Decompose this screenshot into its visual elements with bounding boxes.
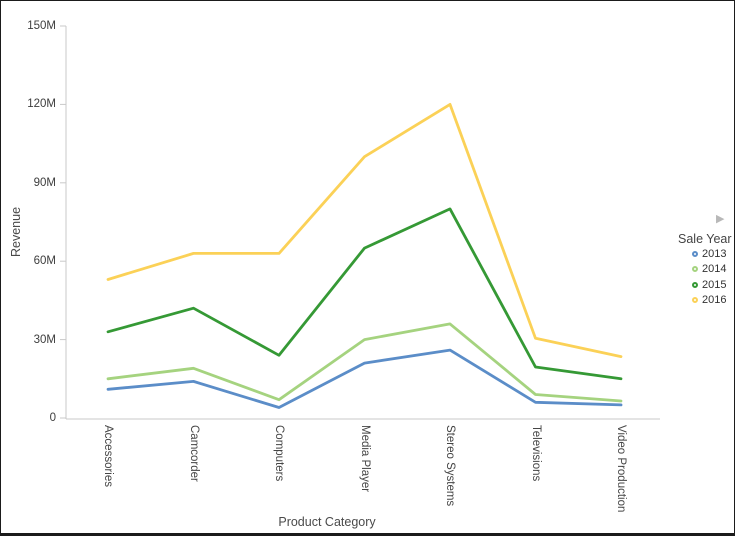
y-tick-label-60M: 60M [33, 255, 56, 268]
category-label-stereo-systems: Stereo Systems [444, 425, 456, 507]
legend-item-label: 2014 [702, 263, 727, 276]
y-tick-label-120M: 120M [27, 98, 56, 111]
y-tick-label-0: 0 [49, 412, 56, 424]
legend-item-label: 2016 [702, 294, 727, 307]
y-tick-label-150M: 150M [27, 20, 56, 32]
legend-item-2013[interactable]: 2013 [669, 246, 735, 262]
y-tick-label-90M: 90M [33, 176, 56, 189]
legend-item-label: 2015 [702, 278, 727, 291]
y-axis-title: Revenue [9, 206, 23, 257]
legend-item-2016[interactable]: 2016 [669, 293, 735, 309]
category-label-accessories: Accessories [102, 425, 114, 487]
legend-item-2015[interactable]: 2015 [669, 277, 735, 293]
series-line-2013[interactable] [106, 348, 623, 409]
series-line-2014[interactable] [106, 322, 623, 403]
legend-ring-icon-2016 [692, 297, 698, 304]
y-tick-label-30M: 30M [33, 333, 56, 346]
category-label-televisions: Televisions [529, 425, 542, 482]
legend-item-2014[interactable]: 2014 [669, 262, 735, 278]
legend-title: Sale Year [678, 232, 732, 246]
category-label-media-player: Media Player [358, 425, 371, 493]
legend-item-list: 2013 2014 2015 2016 [669, 246, 735, 308]
legend: ▶ Sale Year 2013 2014 2015 2016 [669, 205, 735, 308]
series-line-2015[interactable] [106, 207, 623, 381]
legend-scroll-right-icon[interactable]: ▶ [716, 213, 725, 225]
legend-ring-icon-2013 [692, 250, 698, 257]
category-label-computers: Computers [273, 425, 285, 482]
legend-ring-icon-2014 [692, 266, 698, 273]
category-label-camcorder: Camcorder [187, 425, 200, 482]
legend-item-label: 2013 [702, 247, 727, 260]
legend-ring-icon-2015 [692, 281, 698, 288]
category-label-video-production: Video Production [615, 425, 627, 513]
series-line-2016[interactable] [106, 103, 623, 359]
x-axis-title: Product Category [278, 515, 376, 529]
